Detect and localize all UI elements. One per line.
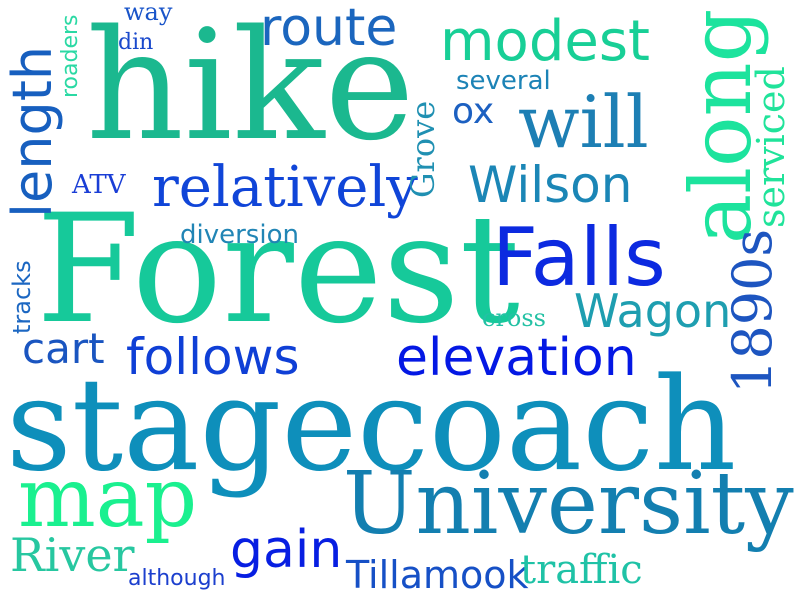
word-cross: cross — [482, 304, 546, 332]
word-falls: Falls — [492, 211, 666, 304]
word-diversion: diversion — [180, 220, 299, 250]
word-roaders: roaders — [58, 14, 83, 98]
word-din: din — [118, 30, 154, 55]
word-map: map — [18, 451, 198, 546]
word-forest: Forest — [36, 183, 520, 357]
word-gain: gain — [230, 520, 343, 580]
word-serviced: serviced — [749, 66, 793, 228]
word-hike: hike — [86, 0, 415, 174]
word-cart: cart — [22, 324, 105, 373]
word-tracks: tracks — [8, 260, 36, 334]
word-modest: modest — [440, 9, 650, 74]
word-1890s: 1890s — [721, 228, 784, 394]
word-wagon: Wagon — [574, 284, 732, 338]
word-elevation: elevation — [396, 328, 637, 388]
word-grove: Grove — [404, 100, 442, 198]
word-relatively: relatively — [152, 155, 418, 220]
word-ox: ox — [452, 91, 495, 132]
word-will: will — [518, 80, 649, 164]
word-route: route — [260, 0, 398, 58]
word-way: way — [124, 0, 173, 26]
word-follows: follows — [126, 328, 300, 386]
word-although: although — [128, 566, 226, 591]
word-river: River — [10, 528, 135, 582]
word-several: several — [456, 66, 551, 96]
word-university: University — [343, 454, 794, 554]
word-stagecoach: stagecoach — [6, 351, 737, 500]
word-traffic: traffic — [520, 547, 643, 593]
word-wilson: Wilson — [468, 156, 633, 214]
word-tillamook: Tillamook — [346, 553, 529, 597]
word-length: length — [1, 45, 64, 218]
word-atv: ATV — [72, 170, 126, 200]
